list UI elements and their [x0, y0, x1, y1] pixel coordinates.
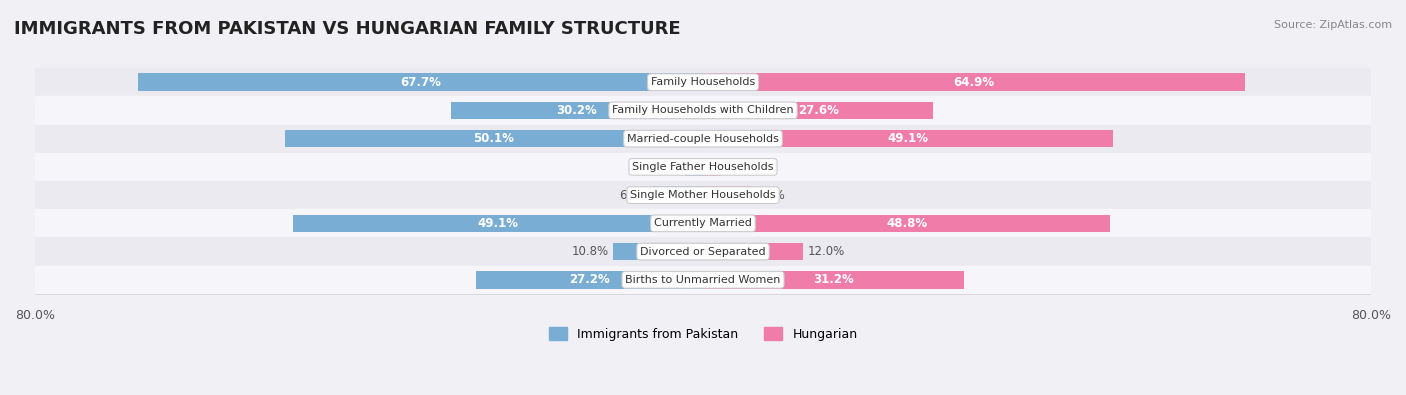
Text: 27.6%: 27.6% — [797, 104, 838, 117]
Bar — [284, 130, 703, 147]
Bar — [703, 158, 721, 176]
Text: 10.8%: 10.8% — [571, 245, 609, 258]
Text: 5.7%: 5.7% — [755, 188, 785, 201]
Text: 6.0%: 6.0% — [619, 188, 648, 201]
Bar — [703, 271, 963, 289]
Bar — [292, 214, 703, 232]
Text: 27.2%: 27.2% — [569, 273, 610, 286]
Text: 31.2%: 31.2% — [813, 273, 853, 286]
Text: 2.1%: 2.1% — [651, 160, 682, 173]
Text: 64.9%: 64.9% — [953, 76, 994, 88]
Bar — [35, 124, 1371, 153]
Text: 48.8%: 48.8% — [886, 217, 928, 230]
Text: 49.1%: 49.1% — [478, 217, 519, 230]
Bar — [475, 271, 703, 289]
Bar — [138, 73, 703, 91]
Text: 2.2%: 2.2% — [725, 160, 755, 173]
Bar — [703, 102, 934, 119]
Text: 12.0%: 12.0% — [807, 245, 845, 258]
Text: 49.1%: 49.1% — [887, 132, 928, 145]
Bar — [35, 181, 1371, 209]
Text: Family Households with Children: Family Households with Children — [612, 105, 794, 115]
Bar — [451, 102, 703, 119]
Text: IMMIGRANTS FROM PAKISTAN VS HUNGARIAN FAMILY STRUCTURE: IMMIGRANTS FROM PAKISTAN VS HUNGARIAN FA… — [14, 20, 681, 38]
Bar — [35, 237, 1371, 266]
Bar — [686, 158, 703, 176]
Bar — [703, 73, 1244, 91]
Bar — [613, 243, 703, 260]
Text: 67.7%: 67.7% — [399, 76, 441, 88]
Bar — [35, 153, 1371, 181]
Bar — [35, 96, 1371, 124]
Bar — [35, 266, 1371, 294]
Text: Family Households: Family Households — [651, 77, 755, 87]
Text: 50.1%: 50.1% — [474, 132, 515, 145]
Text: Married-couple Households: Married-couple Households — [627, 134, 779, 144]
Text: Single Father Households: Single Father Households — [633, 162, 773, 172]
Bar — [703, 214, 1111, 232]
Text: Currently Married: Currently Married — [654, 218, 752, 228]
Text: Source: ZipAtlas.com: Source: ZipAtlas.com — [1274, 20, 1392, 30]
Bar — [703, 186, 751, 204]
Text: Divorced or Separated: Divorced or Separated — [640, 246, 766, 257]
Text: 30.2%: 30.2% — [557, 104, 598, 117]
Bar — [703, 130, 1114, 147]
Text: Births to Unmarried Women: Births to Unmarried Women — [626, 275, 780, 285]
Bar — [35, 68, 1371, 96]
Bar — [35, 209, 1371, 237]
Bar — [652, 186, 703, 204]
Bar — [703, 243, 803, 260]
Text: Single Mother Households: Single Mother Households — [630, 190, 776, 200]
Legend: Immigrants from Pakistan, Hungarian: Immigrants from Pakistan, Hungarian — [544, 322, 862, 346]
